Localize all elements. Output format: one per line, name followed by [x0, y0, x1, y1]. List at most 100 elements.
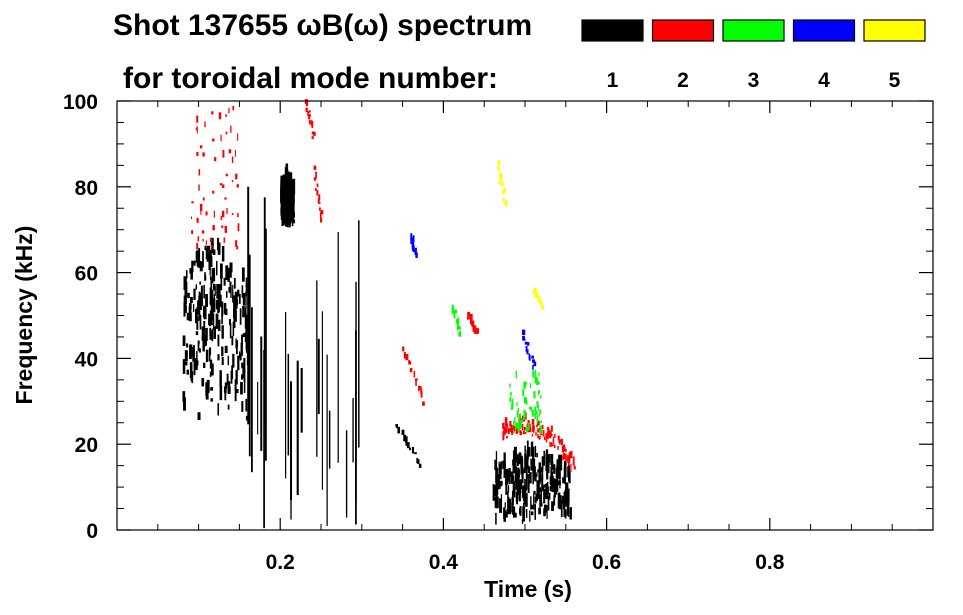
- spectral-mark: [195, 331, 199, 336]
- spectral-mark: [523, 396, 527, 404]
- spectral-mark: [217, 354, 220, 361]
- spectral-mark: [219, 385, 223, 401]
- spectral-mark: [235, 240, 238, 247]
- spectral-mark: [321, 311, 323, 490]
- spectral-mark: [183, 295, 186, 313]
- spectral-mark: [545, 454, 547, 472]
- spectral-mark: [242, 292, 246, 306]
- spectral-mark: [411, 447, 415, 454]
- spectral-mark: [221, 225, 224, 228]
- legend-swatch-mode-1: [581, 19, 644, 42]
- spectral-mark: [212, 225, 215, 231]
- spectral-mark: [564, 449, 567, 452]
- spectral-mark: [531, 359, 535, 363]
- spectral-mark: [243, 367, 246, 383]
- spectral-mark: [198, 184, 200, 191]
- spectral-mark: [546, 482, 548, 498]
- spectral-mark: [525, 476, 528, 491]
- spectral-mark: [541, 456, 544, 470]
- spectral-mark: [311, 136, 314, 140]
- spectral-mark: [231, 180, 234, 183]
- spectral-mark: [525, 509, 528, 518]
- spectral-mark: [497, 476, 500, 487]
- spectral-mark: [545, 454, 549, 463]
- spectral-mark: [237, 355, 240, 371]
- legend-swatch-mode-4: [792, 19, 856, 42]
- spectral-mark: [569, 452, 572, 459]
- spectral-mark: [505, 511, 508, 518]
- spectral-mark: [251, 307, 253, 473]
- spectral-mark: [553, 444, 556, 449]
- spectral-mark: [501, 480, 503, 486]
- spectral-mark: [509, 471, 513, 478]
- spectral-mark: [238, 293, 241, 304]
- spectral-mark: [554, 478, 558, 495]
- spectral-mark: [415, 252, 418, 258]
- spectral-mark: [190, 344, 193, 356]
- legend-swatch-mode-5: [863, 19, 926, 42]
- spectral-mark: [239, 308, 242, 325]
- spectral-mark: [497, 160, 501, 166]
- spectral-mark: [509, 420, 512, 427]
- spectral-mark: [196, 316, 199, 330]
- spectral-mark: [291, 210, 294, 218]
- spectral-mark: [232, 292, 234, 303]
- spectral-mark: [543, 488, 546, 504]
- spectral-mark: [292, 179, 295, 196]
- spectral-mark: [209, 371, 212, 377]
- spectral-mark: [228, 319, 232, 326]
- spectral-mark: [476, 328, 480, 334]
- spectral-mark: [281, 185, 285, 194]
- spectral-mark: [537, 433, 539, 439]
- spectral-mark: [213, 210, 215, 218]
- spectral-mark: [204, 121, 206, 128]
- spectral-mark: [529, 383, 532, 388]
- spectral-mark: [215, 299, 219, 310]
- spectral-feature-mode-2: [313, 165, 324, 223]
- spectral-mark: [532, 364, 534, 370]
- spectral-mark: [528, 407, 531, 410]
- legend-label-mode-2: 2: [677, 69, 689, 92]
- spectral-mark: [307, 111, 310, 117]
- spectral-mark: [219, 370, 222, 387]
- spectral-mark: [196, 115, 199, 123]
- plot-data: [182, 99, 576, 529]
- spectral-mark: [263, 197, 266, 425]
- spectral-mark: [519, 431, 523, 436]
- spectral-mark: [212, 138, 215, 142]
- spectral-mark: [524, 384, 526, 390]
- spectral-mark: [236, 184, 239, 188]
- spectral-mark: [264, 228, 267, 461]
- spectral-mark: [519, 420, 522, 428]
- spectral-mark: [228, 386, 231, 394]
- chart-title-line2: for toroidal mode number:: [123, 62, 498, 95]
- spectral-mark: [197, 255, 200, 268]
- spectral-mark: [285, 200, 288, 217]
- spectral-mark: [209, 287, 212, 304]
- spectral-mark: [546, 431, 550, 439]
- y-tick-label: 0: [86, 520, 98, 543]
- spectral-mark: [536, 496, 538, 502]
- spectral-mark: [310, 120, 313, 126]
- spectral-mark: [305, 107, 308, 113]
- spectral-mark: [410, 238, 413, 244]
- spectral-mark: [236, 290, 240, 297]
- spectral-mark: [515, 422, 518, 429]
- spectral-mark: [198, 348, 201, 353]
- spectral-mark: [513, 486, 516, 498]
- spectral-mark: [542, 486, 545, 492]
- spectral-mark: [517, 457, 521, 465]
- spectral-mark: [543, 450, 545, 466]
- spectral-mark: [218, 284, 221, 299]
- spectral-mark: [234, 149, 236, 157]
- spectral-mark: [505, 468, 508, 485]
- chart-title-line1: Shot 137655 ωB(ω) spectrum: [113, 9, 532, 42]
- spectral-mark: [184, 276, 187, 292]
- spectral-mark: [248, 254, 251, 457]
- spectral-mark: [195, 308, 198, 324]
- spectral-mark: [313, 166, 317, 170]
- spectral-mark: [206, 379, 210, 393]
- spectral-mark: [532, 458, 536, 475]
- spectral-mark: [187, 292, 190, 299]
- y-tick-label: 40: [75, 348, 98, 371]
